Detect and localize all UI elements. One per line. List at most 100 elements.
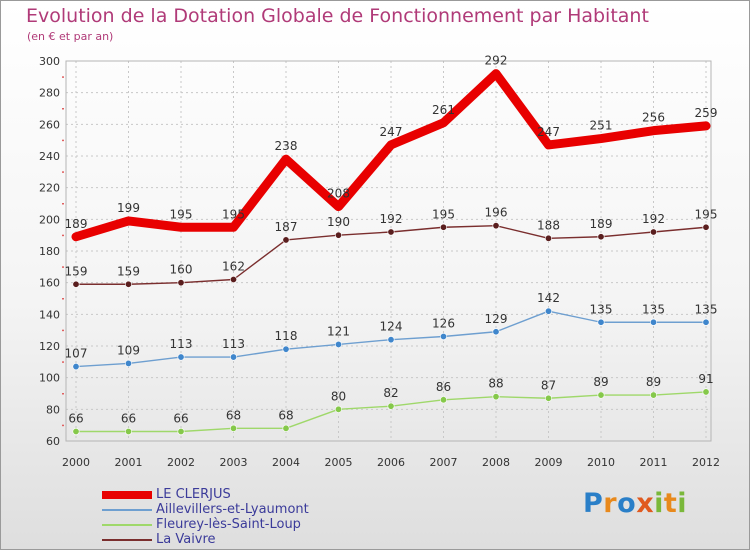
data-label-aillevillers-et-lyaumont: 135	[695, 302, 718, 316]
data-label-aillevillers-et-lyaumont: 113	[170, 337, 193, 351]
legend-label: LE CLERJUS	[156, 487, 231, 502]
data-label-fleurey-les-saint-loup: 66	[68, 412, 83, 426]
y-tick-label: 260	[39, 118, 60, 131]
data-point-fleurey-les-saint-loup	[177, 427, 185, 435]
chart-title: Evolution de la Dotation Globale de Fonc…	[26, 5, 649, 27]
data-label-aillevillers-et-lyaumont: 142	[537, 291, 560, 305]
data-point-aillevillers-et-lyaumont	[649, 318, 657, 326]
x-tick-label: 2008	[482, 456, 510, 469]
data-label-la-vaivre: 195	[432, 207, 455, 221]
data-label-le-clerjus: 199	[117, 201, 140, 215]
data-label-la-vaivre: 187	[275, 220, 298, 234]
data-point-la-vaivre	[544, 234, 552, 242]
data-point-fleurey-les-saint-loup	[334, 405, 342, 413]
data-label-aillevillers-et-lyaumont: 107	[65, 347, 88, 361]
data-label-aillevillers-et-lyaumont: 135	[642, 302, 665, 316]
data-point-la-vaivre	[649, 228, 657, 236]
data-label-le-clerjus: 208	[327, 187, 350, 201]
logo-letter: t	[663, 488, 678, 519]
series-line-le-clerjus	[71, 69, 711, 242]
legend-swatch	[102, 491, 152, 499]
data-label-aillevillers-et-lyaumont: 126	[432, 317, 455, 331]
data-point-la-vaivre	[597, 233, 605, 241]
y-minor-tick	[62, 139, 64, 142]
data-point-la-vaivre	[492, 222, 500, 230]
data-label-la-vaivre: 196	[485, 206, 508, 220]
data-point-la-vaivre	[334, 231, 342, 239]
x-tick-label: 2009	[535, 456, 563, 469]
data-point-fleurey-les-saint-loup	[125, 427, 133, 435]
data-point-aillevillers-et-lyaumont	[387, 336, 395, 344]
y-minor-tick	[62, 266, 64, 268]
data-label-fleurey-les-saint-loup: 66	[121, 412, 136, 426]
data-label-le-clerjus: 195	[222, 207, 245, 221]
y-tick-label: 100	[39, 372, 60, 385]
logo-letter: P	[583, 488, 604, 519]
data-label-fleurey-les-saint-loup: 87	[541, 378, 556, 392]
y-tick-label: 120	[39, 340, 60, 353]
data-point-aillevillers-et-lyaumont	[597, 318, 605, 326]
data-label-la-vaivre: 192	[642, 212, 665, 226]
data-point-aillevillers-et-lyaumont	[439, 332, 447, 340]
data-label-fleurey-les-saint-loup: 91	[698, 372, 713, 386]
legend-label: La Vaivre	[156, 532, 216, 547]
y-minor-tick	[62, 203, 64, 205]
data-label-aillevillers-et-lyaumont: 135	[590, 302, 613, 316]
data-label-fleurey-les-saint-loup: 68	[226, 408, 241, 422]
y-tick-label: 160	[39, 277, 60, 290]
y-tick-label: 240	[39, 150, 60, 163]
data-label-la-vaivre: 159	[117, 264, 140, 278]
x-tick-label: 2001	[115, 456, 143, 469]
data-label-le-clerjus: 238	[275, 139, 298, 153]
data-label-la-vaivre: 195	[695, 207, 718, 221]
plot-frame	[65, 60, 712, 442]
data-point-la-vaivre	[387, 228, 395, 236]
y-tick-label: 300	[39, 55, 60, 68]
logo-letter: r	[603, 488, 618, 519]
data-point-la-vaivre	[439, 223, 447, 231]
data-label-la-vaivre: 189	[590, 217, 613, 231]
legend-label: Fleurey-lès-Saint-Loup	[156, 517, 301, 532]
data-label-le-clerjus: 189	[65, 217, 88, 231]
data-label-le-clerjus: 247	[537, 125, 560, 139]
data-point-fleurey-les-saint-loup	[439, 396, 447, 404]
y-minor-tick	[62, 424, 64, 427]
data-label-fleurey-les-saint-loup: 80	[331, 389, 346, 403]
data-point-aillevillers-et-lyaumont	[125, 359, 133, 367]
y-minor-tick	[62, 108, 64, 110]
x-tick-label: 2000	[62, 456, 90, 469]
y-minor-tick	[62, 171, 64, 173]
data-label-le-clerjus: 261	[432, 103, 455, 117]
y-tick-label: 280	[39, 87, 60, 100]
data-point-aillevillers-et-lyaumont	[544, 307, 552, 315]
x-tick-label: 2010	[587, 456, 615, 469]
y-minor-tick	[62, 361, 64, 363]
data-point-fleurey-les-saint-loup	[492, 393, 500, 401]
data-label-le-clerjus: 259	[695, 106, 718, 120]
logo-letter: o	[617, 488, 637, 519]
x-tick-label: 2004	[272, 456, 300, 469]
x-tick-label: 2011	[640, 456, 668, 469]
y-tick-label: 140	[39, 308, 60, 321]
data-point-la-vaivre	[125, 280, 133, 288]
data-label-fleurey-les-saint-loup: 86	[436, 380, 451, 394]
data-point-aillevillers-et-lyaumont	[177, 353, 185, 361]
data-label-le-clerjus: 256	[642, 111, 665, 125]
x-tick-label: 2007	[430, 456, 458, 469]
y-minor-tick	[62, 76, 64, 78]
data-label-le-clerjus: 247	[380, 125, 403, 139]
data-point-aillevillers-et-lyaumont	[230, 353, 238, 361]
data-point-fleurey-les-saint-loup	[387, 402, 395, 410]
data-label-aillevillers-et-lyaumont: 121	[327, 324, 350, 338]
data-point-fleurey-les-saint-loup	[282, 424, 290, 432]
data-point-aillevillers-et-lyaumont	[72, 363, 80, 371]
data-point-la-vaivre	[282, 236, 290, 244]
x-tick-label: 2005	[325, 456, 353, 469]
data-label-la-vaivre: 190	[327, 215, 350, 229]
data-point-la-vaivre	[72, 280, 80, 288]
y-minor-tick	[62, 298, 64, 300]
y-tick-label: 200	[39, 213, 60, 226]
data-point-aillevillers-et-lyaumont	[702, 318, 710, 326]
y-tick-label: 180	[39, 245, 60, 258]
y-tick-label: 80	[46, 403, 60, 416]
